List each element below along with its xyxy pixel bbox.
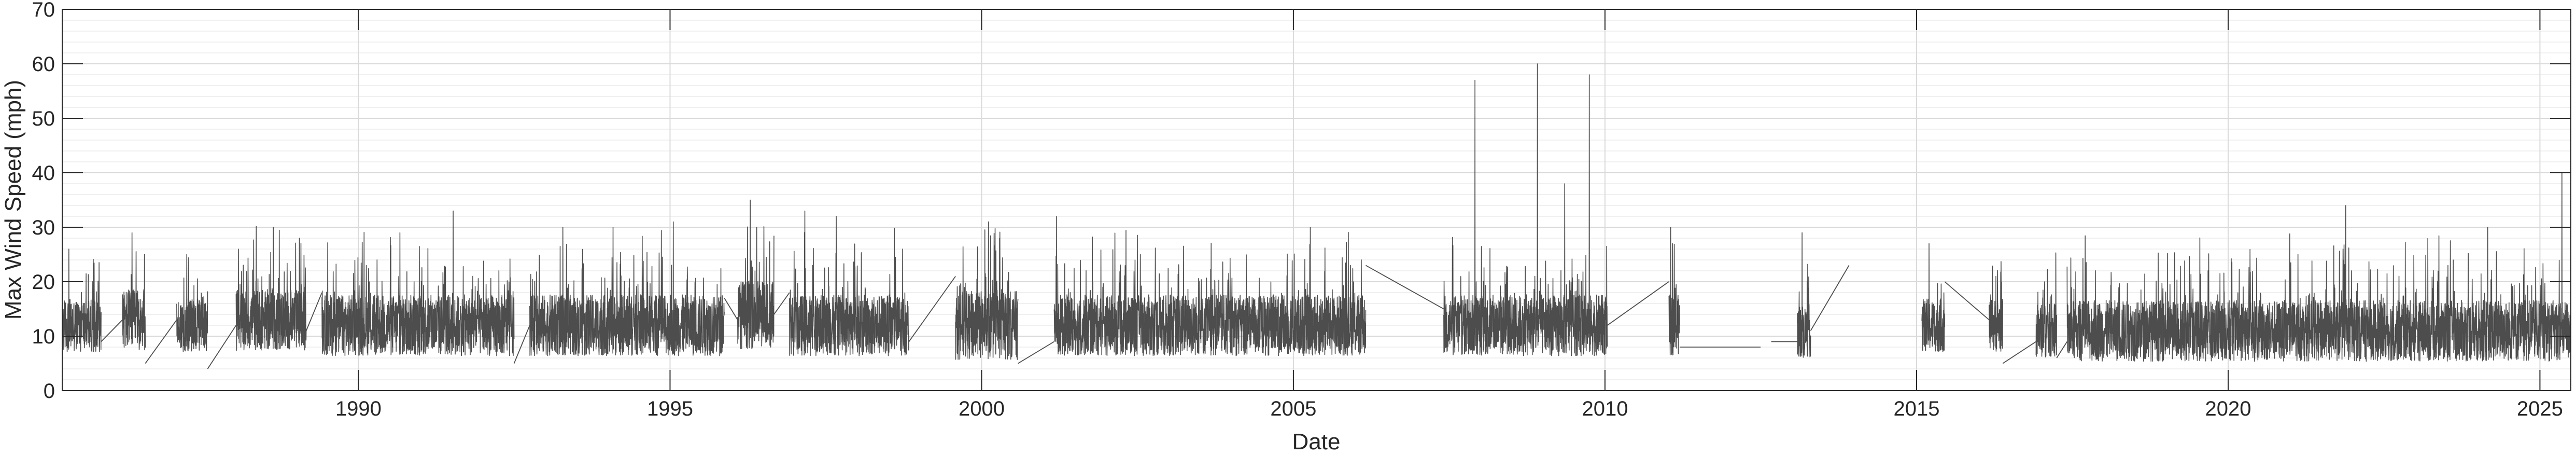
- axis-ticks: [62, 9, 2571, 391]
- series-segment: [176, 254, 208, 352]
- plot-frame: [62, 9, 2571, 391]
- minor-grid: [62, 20, 2571, 380]
- series-gap-line: [1944, 281, 1990, 321]
- y-tick-label: 40: [32, 162, 55, 185]
- series-gap-line: [2056, 341, 2068, 359]
- series-segment: [235, 226, 307, 351]
- series-segment: [1443, 63, 1608, 356]
- series-segment: [737, 199, 775, 349]
- series-segment: [2066, 172, 2571, 362]
- series-gap-line: [1366, 265, 1444, 310]
- y-tick-label: 10: [32, 325, 55, 348]
- series-gap-line: [2002, 341, 2036, 364]
- series-gap-line: [513, 325, 530, 364]
- y-tick-label: 60: [32, 53, 55, 76]
- y-tick-label: 20: [32, 271, 55, 294]
- x-tick-label: 2015: [1894, 397, 1940, 420]
- series-gap-line: [1607, 281, 1669, 326]
- series-gap-line: [1810, 265, 1850, 331]
- series-segment: [1989, 261, 2004, 352]
- x-tick-label: 2010: [1582, 397, 1628, 420]
- series-gap-line: [1018, 341, 1054, 364]
- y-tick-label: 50: [32, 107, 55, 130]
- series-layer: [62, 63, 2571, 369]
- series-segment: [62, 249, 102, 352]
- series-segment: [789, 210, 910, 356]
- x-tick-label: 2000: [959, 397, 1005, 420]
- series-gap-line: [207, 325, 237, 369]
- x-tick-label: 1995: [647, 397, 693, 420]
- series-segment: [529, 221, 725, 356]
- x-tick-label: 2020: [2205, 397, 2251, 420]
- series-gap-line: [908, 275, 956, 342]
- series-gap-line: [101, 319, 123, 342]
- series-segment: [1797, 232, 1811, 358]
- series-gap-line: [773, 292, 790, 315]
- x-axis-label: Date: [1292, 429, 1341, 454]
- series-segment: [321, 210, 515, 356]
- series-gap-line: [145, 319, 177, 364]
- y-tick-labels: 0 10 20 30 40 50 60 70: [32, 0, 55, 403]
- series-segment: [2035, 252, 2058, 357]
- series-segment: [1668, 227, 1680, 356]
- x-tick-label: 2005: [1270, 397, 1316, 420]
- series-segment: [1921, 243, 1946, 352]
- x-tick-label: 2025: [2517, 397, 2563, 420]
- y-tick-label: 30: [32, 216, 55, 239]
- x-tick-labels: 1990 1995 2000 2005 2010 2015 2020 2025: [335, 397, 2563, 420]
- y-tick-label: 70: [32, 0, 55, 21]
- y-tick-label: 0: [44, 380, 55, 403]
- series-gap-line: [724, 298, 738, 320]
- x-tick-label: 1990: [335, 397, 382, 420]
- series-gap-line: [305, 292, 322, 331]
- y-axis-label: Max Wind Speed (mph): [1, 80, 26, 320]
- series-segment: [1053, 216, 1367, 356]
- series-segment: [955, 221, 1019, 360]
- series-segment: [122, 232, 146, 351]
